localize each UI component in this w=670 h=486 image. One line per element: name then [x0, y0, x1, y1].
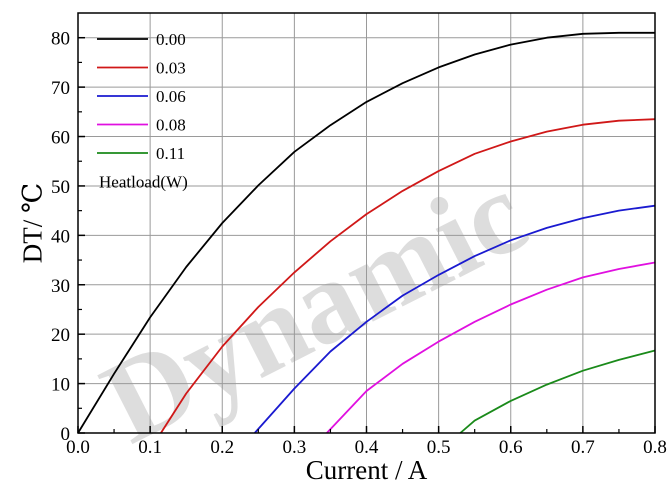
y-tick-label: 0 — [61, 424, 71, 445]
x-axis-title: Current / A — [306, 455, 428, 485]
legend: 0.00 0.03 0.06 0.08 0.11 Heatload(W) — [97, 30, 188, 192]
legend-label: 0.08 — [156, 116, 186, 135]
series-line-0-03 — [160, 118, 656, 434]
x-tick-label: 0.2 — [210, 437, 234, 458]
x-tick-label: 0.6 — [499, 437, 523, 458]
y-tick-label: 30 — [51, 276, 70, 297]
y-axis-title: DT/ ℃ — [17, 183, 47, 263]
x-tick-label: 0.4 — [355, 437, 379, 458]
legend-label: 0.03 — [156, 59, 186, 78]
y-tick-label: 20 — [51, 325, 70, 346]
y-tick-label: 80 — [51, 29, 70, 50]
x-tick-label: 0.8 — [643, 437, 667, 458]
y-tick-label: 70 — [51, 78, 70, 99]
x-tick-label: 0.1 — [138, 437, 162, 458]
x-tick-label: 0.5 — [427, 437, 451, 458]
y-tick-label: 10 — [51, 375, 70, 396]
legend-label: 0.06 — [156, 87, 186, 106]
y-tick-label: 60 — [51, 128, 70, 149]
y-tick-label: 40 — [51, 226, 70, 247]
legend-title: Heatload(W) — [99, 173, 188, 192]
legend-label: 0.00 — [156, 30, 186, 49]
series-lines — [77, 31, 656, 434]
series-line-0-11 — [459, 349, 656, 434]
x-tick-label: 0.3 — [283, 437, 307, 458]
x-tick-label: 0.7 — [571, 437, 595, 458]
series-line-0-06 — [254, 204, 656, 434]
legend-label: 0.11 — [156, 144, 185, 163]
y-tick-label: 50 — [51, 177, 70, 198]
series-line-0-08 — [326, 261, 656, 434]
x-tick-label: 0.0 — [66, 437, 90, 458]
axis-ticks: 0.0 0.1 0.2 0.3 0.4 0.5 0.6 0.7 0.8 0 10 20 30 40 50 60… — [51, 29, 667, 458]
series-line-0-00 — [77, 31, 655, 434]
